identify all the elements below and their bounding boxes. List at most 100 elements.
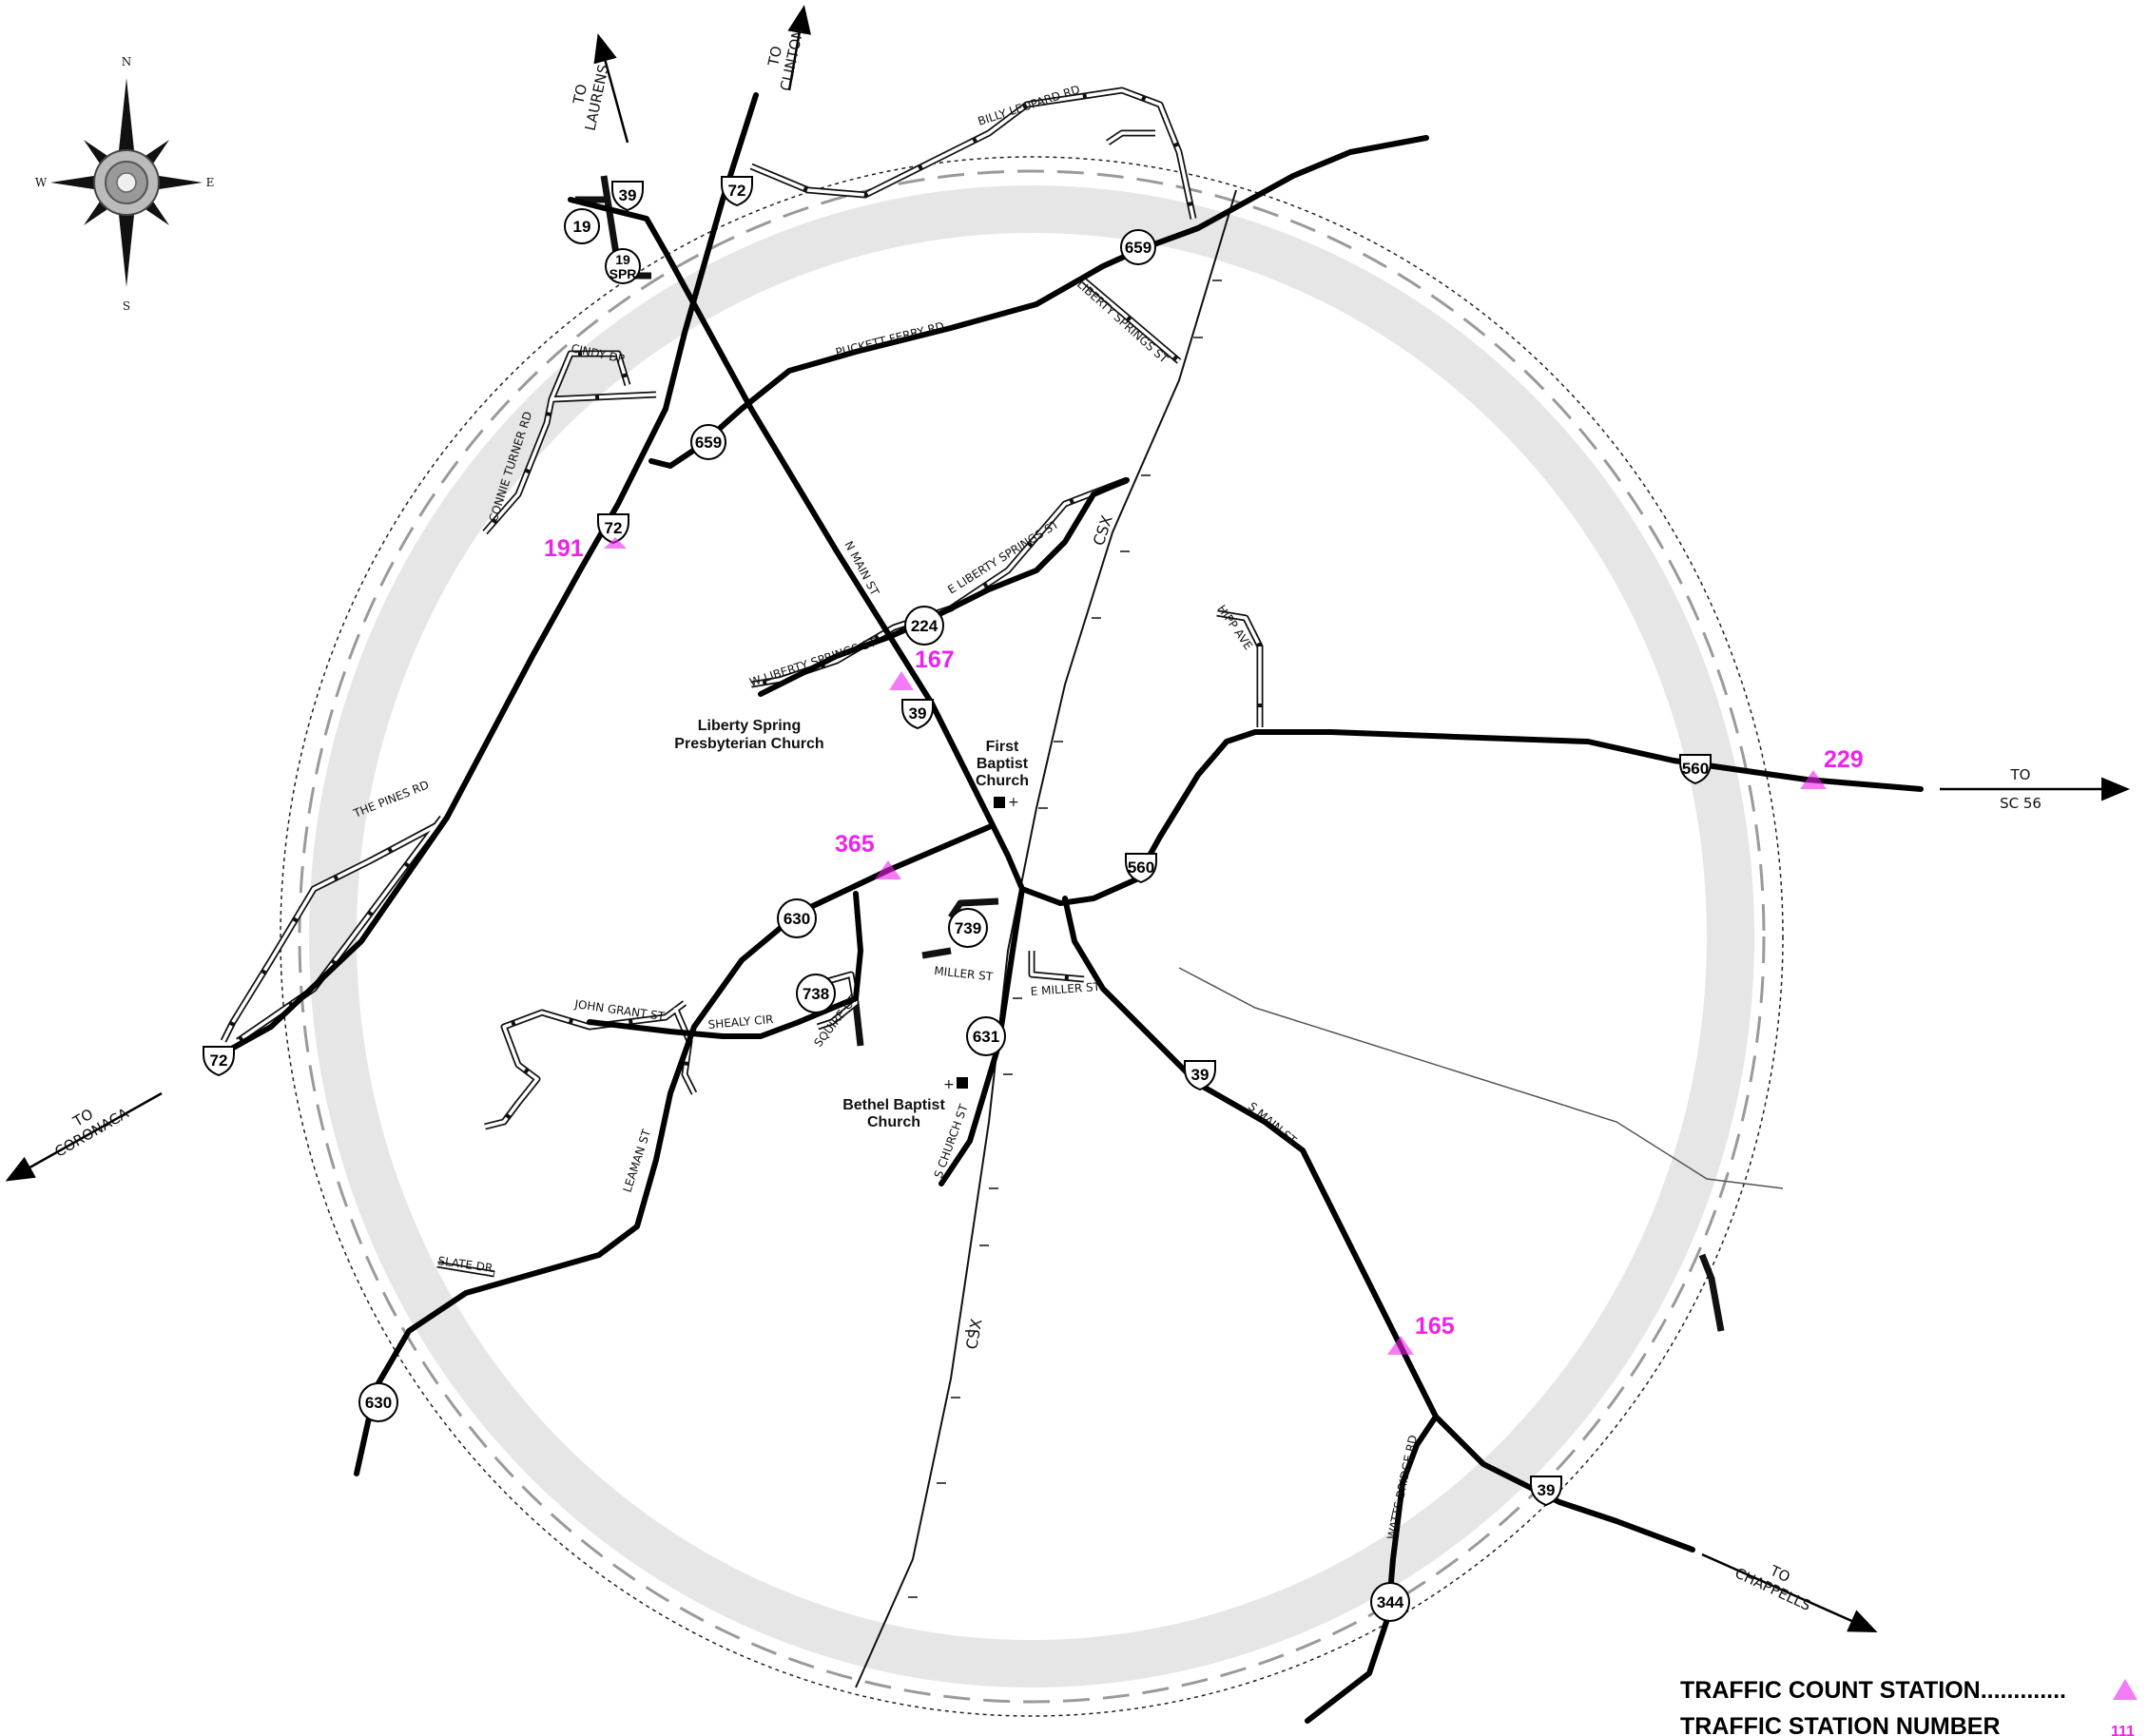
shield-sc39-south: 39 [1184,1060,1216,1090]
shealy-circle [587,891,863,1039]
compass-rose: N S W E [35,55,215,313]
svg-text:111: 111 [2111,1724,2135,1736]
marker-224: 224 [904,606,944,646]
marker-630-north: 630 [777,898,817,938]
svg-text:739: 739 [955,919,981,937]
label-miller: MILLER ST [934,964,995,983]
svg-text:72: 72 [210,1051,228,1070]
shield-sc39-north: 39 [611,181,644,211]
label-john-grant: JOHN GRANT ST [573,997,667,1023]
first-baptist-church-icon [994,797,1005,808]
svg-text:167: 167 [915,646,955,673]
shield-sc72-mid: 72 [597,513,629,544]
minor-lines [1178,967,1784,1189]
marker-631: 631 [966,1016,1006,1056]
svg-text:560: 560 [1682,760,1709,778]
svg-text:Church: Church [867,1114,920,1130]
svg-text:631: 631 [973,1028,999,1046]
svg-text:TRAFFIC STATION NUMBER: TRAFFIC STATION NUMBER [1680,1713,2001,1736]
svg-text:224: 224 [911,617,939,635]
svg-text:TRAFFIC COUNT STATION.........: TRAFFIC COUNT STATION............. [1680,1677,2066,1704]
shield-sc560-east: 560 [1679,754,1712,784]
svg-text:630: 630 [784,910,810,928]
shield-sc72-south: 72 [203,1046,235,1076]
label-puckett-ferry: PUCKETT FERRY RD [834,319,945,359]
svg-text:Baptist: Baptist [977,756,1029,772]
watts-bridge-road [1305,1414,1439,1724]
label-e-miller: E MILLER ST [1030,980,1101,998]
shield-sc39-mid: 39 [901,699,934,729]
marker-738: 738 [796,974,836,1013]
local-roads [220,87,1725,1332]
svg-text:738: 738 [803,985,829,1003]
bethel-baptist-church-icon [957,1077,968,1089]
label-s-main: S MAIN ST [1246,1100,1299,1148]
marker-659-east: 659 [1120,229,1156,265]
station-365: 365 [835,831,901,879]
s-church-street [939,886,1025,1186]
label-liberty-springs: LIBERTY SPRINGS ST [1074,278,1171,366]
legend-station-icon [2113,1679,2138,1700]
label-w-liberty-springs: W LIBERTY SPRINGS ST [748,635,879,688]
svg-text:165: 165 [1415,1313,1455,1340]
marker-344: 344 [1370,1582,1410,1622]
sc560-road [1019,729,1924,906]
svg-text:SC 56: SC 56 [2000,795,2042,812]
svg-text:TOCORONACA: TOCORONACA [44,1090,133,1161]
svg-text:+: + [1008,795,1019,810]
svg-text:Presbyterian Church: Presbyterian Church [674,736,823,752]
state-route-shields: 39 72 72 39 560 560 72 39 39 [203,176,1712,1506]
svg-text:365: 365 [835,831,875,858]
label-csx-south: CSX [962,1318,985,1351]
svg-text:39: 39 [619,186,637,204]
svg-text:560: 560 [1128,858,1154,877]
legend: TRAFFIC COUNT STATION............. TRAFF… [1680,1677,2138,1736]
svg-text:W: W [35,176,48,189]
svg-text:659: 659 [1125,239,1151,257]
label-shealy: SHEALY CIR [707,1013,774,1032]
marker-19: 19 [564,208,600,244]
shield-sc560-west: 560 [1125,853,1157,883]
svg-text:TOCHAPPELLS: TOCHAPPELLS [1732,1549,1821,1614]
svg-text:19: 19 [573,218,591,236]
svg-text:First: First [986,739,1019,755]
marker-630-south: 630 [358,1382,398,1422]
svg-text:N: N [122,55,132,68]
svg-text:630: 630 [365,1394,392,1412]
svg-text:344: 344 [1377,1593,1404,1611]
svg-text:191: 191 [544,535,584,562]
sc72-road [225,92,759,1053]
svg-text:TOLAURENS: TOLAURENS [565,60,612,133]
marker-739: 739 [948,908,988,948]
svg-text:39: 39 [1191,1066,1209,1084]
svg-text:Bethel Baptist: Bethel Baptist [842,1097,945,1113]
svg-text:659: 659 [695,434,722,452]
highways [225,92,1924,1724]
sc39-south-road [1062,896,1695,1553]
csx-railroad [855,189,1237,1688]
svg-text:S: S [123,299,130,313]
destination-arrows [5,5,2130,1633]
svg-text:TOCLINTON: TOCLINTON [760,23,806,92]
road-labels: BILLY LEOPARD RD PUCKETT FERRY RD LIBERT… [351,83,1420,1541]
landmarks: Liberty Spring Presbyterian Church First… [674,718,1029,1130]
svg-text:SPR: SPR [610,266,637,281]
csx-ticks [908,280,1222,1598]
svg-text:72: 72 [605,519,623,537]
svg-text:39: 39 [909,704,927,723]
svg-text:Liberty Spring: Liberty Spring [698,718,801,734]
station-191: 191 [544,535,627,562]
marker-659-west: 659 [690,424,726,460]
svg-text:+: + [943,1077,955,1092]
station-165: 165 [1387,1313,1455,1355]
svg-text:72: 72 [728,182,746,200]
label-csx-north: CSX [1090,513,1116,549]
station-167: 167 [889,646,955,690]
svg-text:19: 19 [615,252,630,267]
svg-text:229: 229 [1824,746,1864,773]
svg-text:Church: Church [976,773,1029,789]
shield-sc72-north: 72 [721,176,753,206]
city-buffer [280,156,1784,1717]
